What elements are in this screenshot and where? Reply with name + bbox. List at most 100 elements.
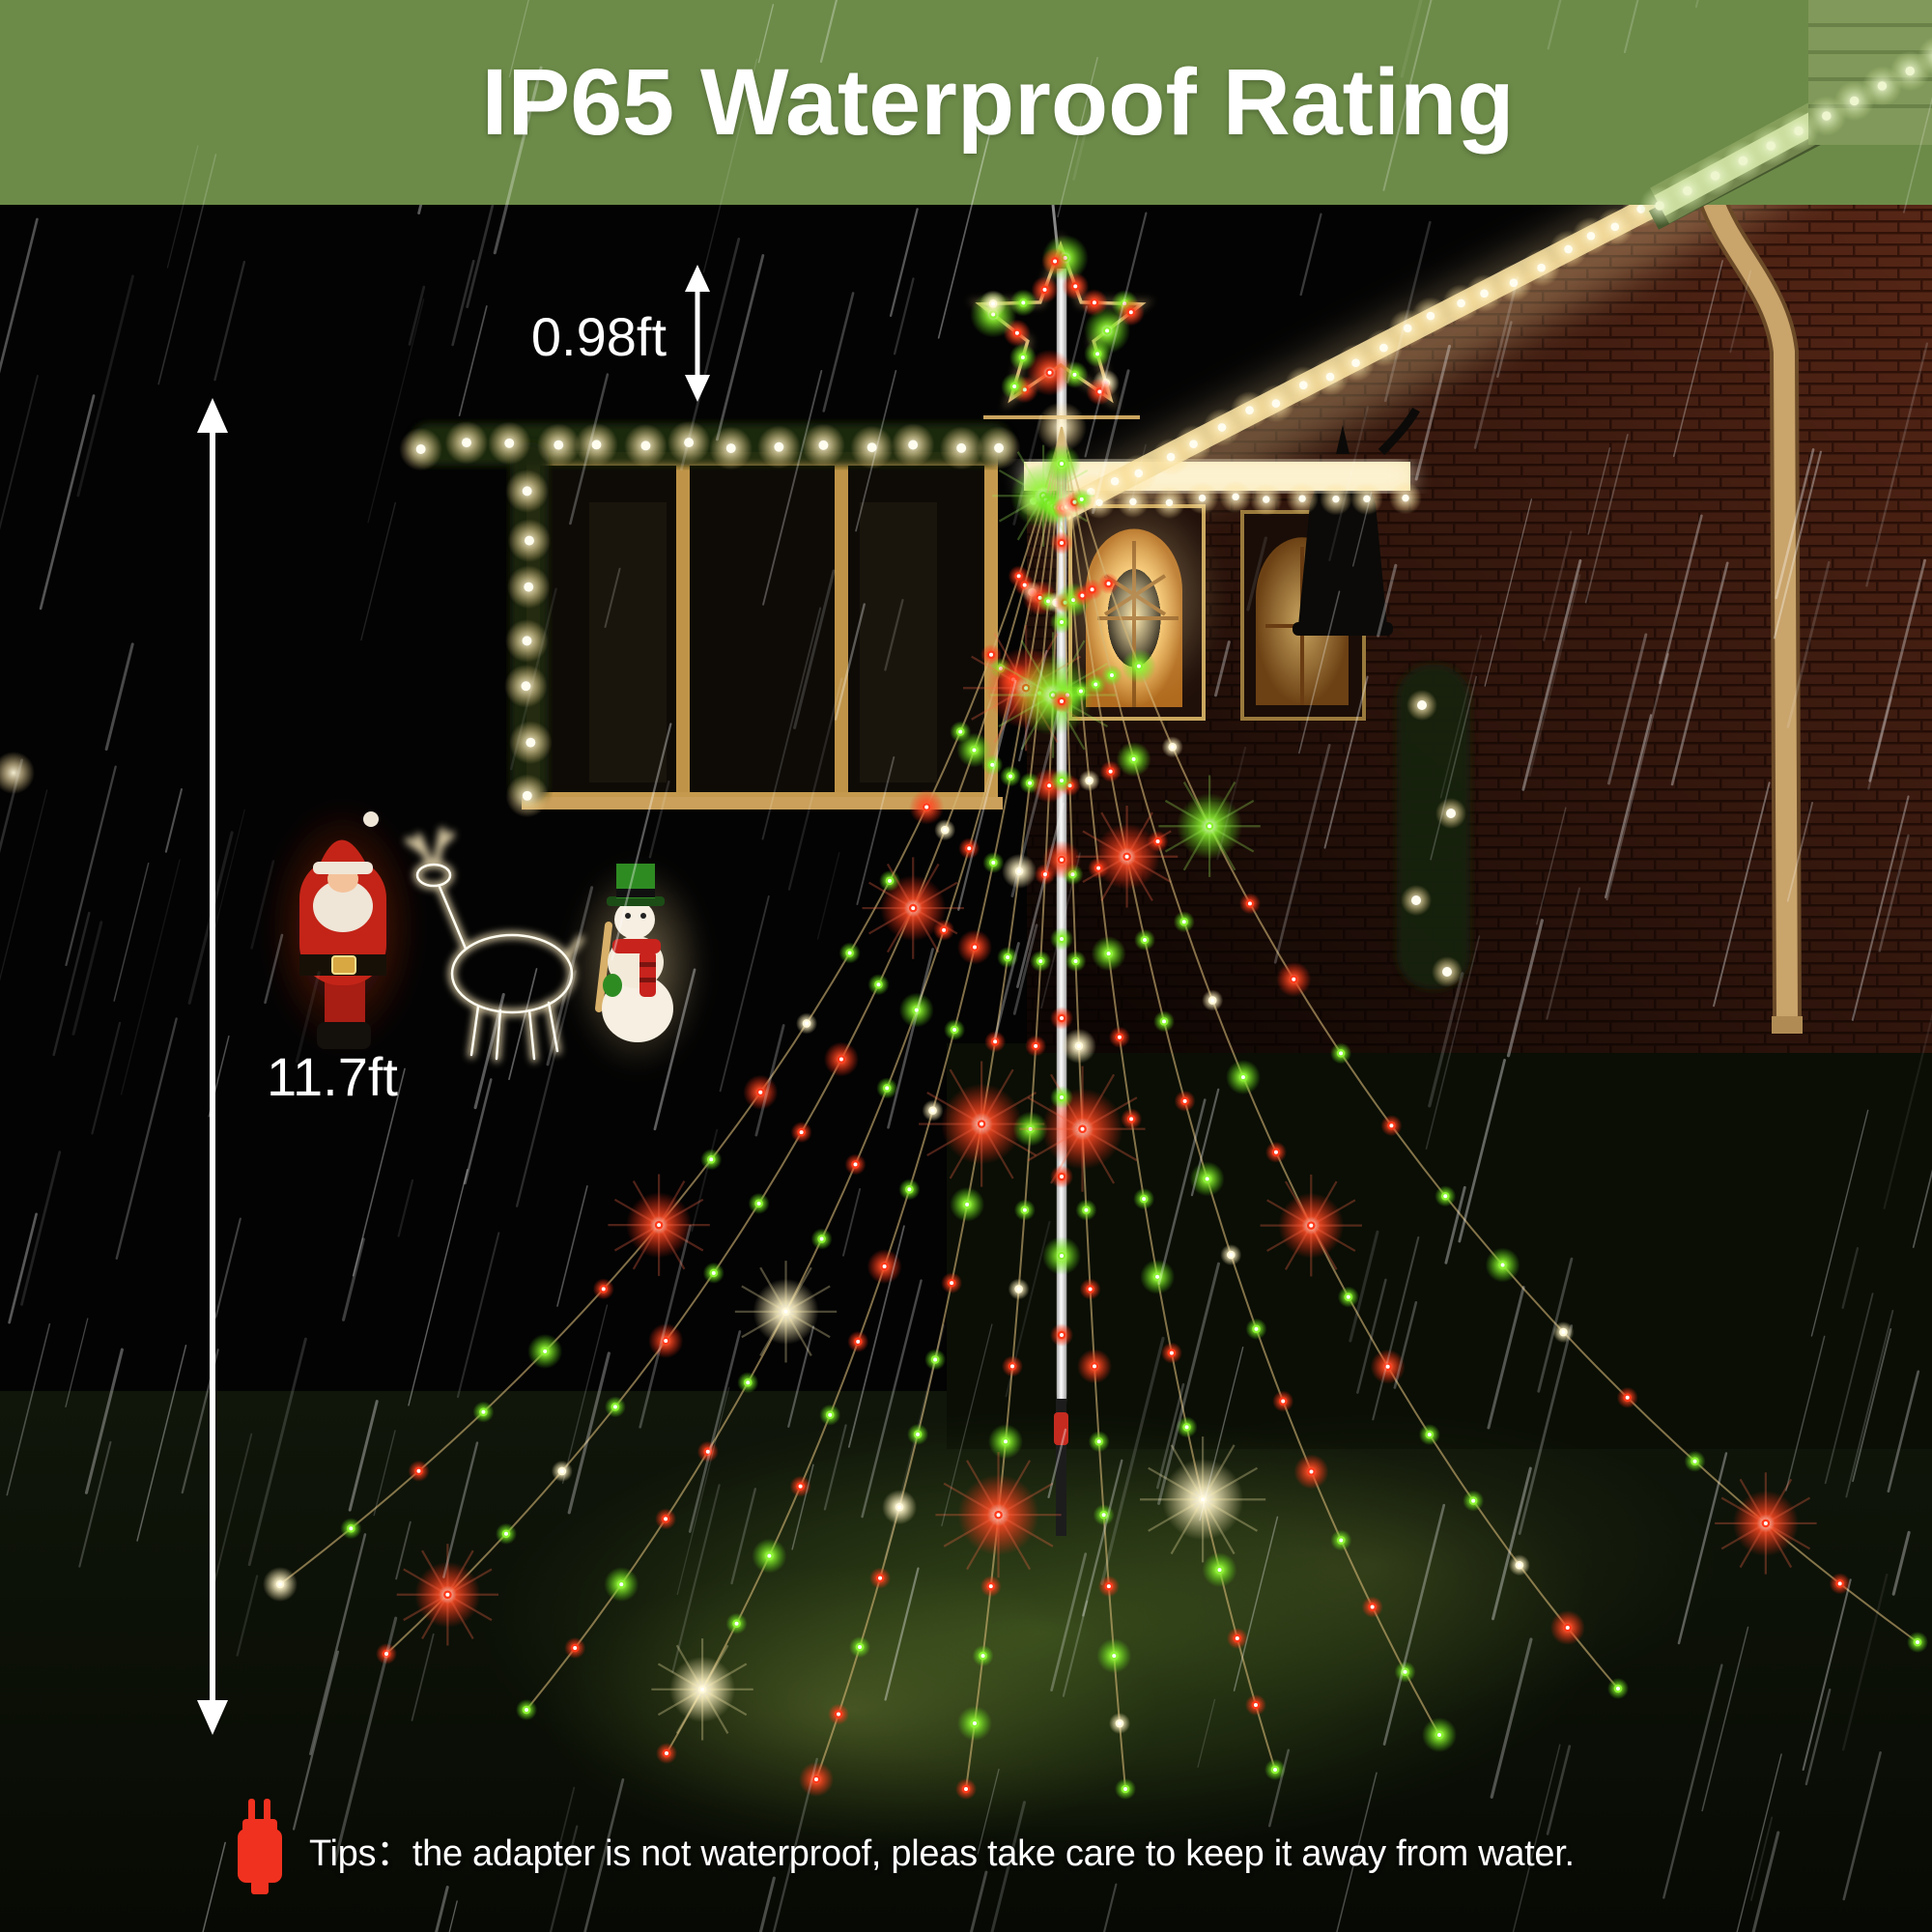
led-core	[384, 1652, 388, 1656]
roof-gutter-lights	[1509, 278, 1519, 288]
power-plug-icon	[238, 1799, 282, 1894]
showthrough-bulb	[1655, 201, 1664, 211]
rain-streak	[212, 1433, 253, 1589]
rain-streak	[772, 1757, 818, 1932]
led-core	[1087, 779, 1092, 783]
led-core	[1182, 1098, 1187, 1103]
rain-streak	[515, 970, 577, 1208]
led-core	[972, 748, 977, 753]
rain-streak	[264, 933, 284, 1005]
rain-streak	[758, 1876, 776, 1932]
led-core	[1079, 497, 1084, 501]
rain-streak	[247, 1337, 307, 1567]
led-core	[705, 1449, 710, 1454]
rain-streak	[1891, 1530, 1911, 1596]
led-core	[525, 1708, 528, 1712]
rain-streak	[1062, 1600, 1089, 1697]
led-core	[1060, 779, 1064, 782]
led-core	[657, 1223, 662, 1228]
led-core	[838, 1057, 843, 1062]
led-core	[1003, 1439, 1008, 1444]
rain-streak	[1273, 743, 1331, 964]
led-core	[1047, 370, 1052, 375]
showthrough-bulb	[1794, 126, 1804, 136]
rain-streak	[757, 4, 775, 64]
roof-gutter-lights	[1480, 289, 1489, 298]
led-core	[1117, 1035, 1122, 1039]
rain-streak	[676, 1386, 730, 1596]
led-core	[1169, 1350, 1174, 1355]
rain-streak	[120, 859, 181, 1095]
roof-gutter-lights	[1134, 469, 1144, 478]
roof-gutter-lights	[1457, 298, 1465, 308]
led-core	[1240, 1075, 1245, 1080]
led-core	[665, 1751, 668, 1755]
roof-gutter-lights	[1537, 263, 1546, 272]
led-core	[1060, 620, 1064, 624]
rain-streak	[1878, 834, 1910, 952]
rain-streak	[688, 1330, 742, 1533]
rain-streak	[1841, 1573, 1889, 1751]
led-core	[799, 1130, 804, 1135]
led-core	[1038, 958, 1043, 963]
window-mullion	[676, 466, 690, 792]
tree-height-arrow	[197, 398, 228, 1735]
rain-streak	[1751, 1831, 1780, 1932]
led-core	[756, 1201, 761, 1206]
led-core	[1561, 1330, 1566, 1335]
rain-streak	[448, 1900, 458, 1932]
window-mullion	[835, 466, 848, 792]
rain-streak	[567, 1351, 611, 1515]
rain-streak	[787, 1325, 815, 1428]
showthrough-bulb	[1877, 81, 1888, 91]
window-garland-top-lights	[867, 442, 877, 453]
showthrough-bulb	[1738, 156, 1748, 166]
rain-streak	[408, 1169, 469, 1406]
tree-height-label: 11.7ft	[267, 1046, 398, 1107]
rain-streak	[1057, 56, 1098, 218]
led-core	[1155, 1274, 1160, 1279]
roof-gutter-lights	[1379, 343, 1388, 353]
led-core	[1170, 745, 1175, 750]
showthrough-bulb	[1822, 111, 1832, 121]
snowman-figure	[568, 860, 707, 1072]
rain-streak	[1506, 919, 1545, 1058]
rain-streak	[648, 780, 670, 859]
led-core	[1042, 872, 1047, 877]
rain-streak	[583, 1777, 625, 1932]
led-core	[1092, 300, 1096, 305]
window-sill	[522, 797, 1003, 810]
rain-streak	[1804, 1689, 1832, 1786]
led-core	[1181, 920, 1186, 924]
led-core	[1210, 998, 1215, 1003]
led-core	[1020, 355, 1025, 359]
rain-streak	[65, 765, 117, 967]
rain-streak	[819, 0, 838, 63]
window-garland-left-lights	[521, 681, 531, 692]
window-garland-top-lights	[818, 440, 829, 450]
rain-streak	[1156, 1382, 1185, 1490]
rain-streak	[1233, 1516, 1279, 1691]
rain-streak	[1487, 1286, 1525, 1430]
grass-glow	[1024, 1410, 1719, 1719]
rain-streak	[1543, 530, 1573, 641]
rain-streak	[1382, 1503, 1446, 1746]
led-core	[1201, 1497, 1206, 1502]
rain-streak	[295, 971, 321, 1064]
led-core	[1028, 1126, 1033, 1131]
led-core	[1254, 1326, 1259, 1331]
rain-over-banner	[0, 0, 1932, 458]
rain-streak	[442, 1441, 479, 1578]
pole-connector	[1054, 1412, 1068, 1445]
rain-streak	[816, 852, 840, 940]
rain-streak	[213, 809, 245, 935]
rain-streak	[1356, 1278, 1387, 1394]
showthrough-bulb	[1766, 141, 1776, 151]
porch-eave-lights	[1263, 496, 1270, 503]
led-core	[1565, 1626, 1570, 1631]
window-garland-top-lights	[684, 438, 695, 448]
rain-streak	[1750, 1816, 1774, 1901]
rain-streak	[555, 1786, 576, 1861]
rain-streak	[1066, 305, 1089, 384]
rain-streak	[456, 1232, 500, 1399]
